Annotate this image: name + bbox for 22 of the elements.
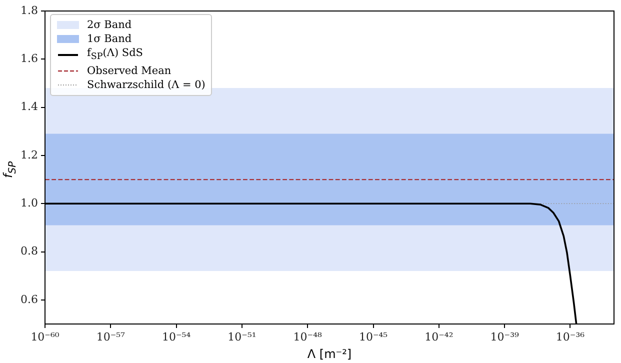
x-tick-label: 10⁻⁴² (424, 330, 454, 344)
x-tick-label: 10⁻⁴⁵ (358, 330, 388, 344)
x-tick-label: 10⁻⁵¹ (228, 330, 256, 344)
legend-label: 1σ Band (87, 32, 132, 46)
legend-label: f$_{SP}$(Λ) SdS (87, 46, 144, 64)
x-tick-label: 10⁻⁵⁷ (96, 330, 126, 344)
legend-label: Observed Mean (87, 64, 172, 78)
y-tick-label: 1.8 (20, 4, 38, 17)
x-tick-label: 10⁻⁵⁴ (162, 330, 192, 344)
y-tick-label: 1.6 (20, 52, 38, 66)
legend-label: Schwarzschild (Λ = 0) (87, 78, 206, 92)
x-tick-label: 10⁻³⁹ (490, 330, 520, 344)
y-tick-label: 1.0 (20, 196, 38, 210)
x-axis-title: Λ [m⁻²] (306, 347, 353, 361)
x-tick-label: 10⁻³⁶ (556, 330, 586, 344)
y-tick-label: 0.6 (20, 292, 38, 306)
y-tick-label: 0.8 (20, 244, 38, 258)
legend-label: 2σ Band (87, 18, 132, 32)
x-tick-label: 10⁻⁶⁰ (30, 330, 60, 344)
x-tick-label: 10⁻⁴⁸ (293, 330, 323, 344)
y-tick-label: 1.4 (20, 100, 38, 114)
y-tick-label: 1.2 (20, 148, 38, 162)
